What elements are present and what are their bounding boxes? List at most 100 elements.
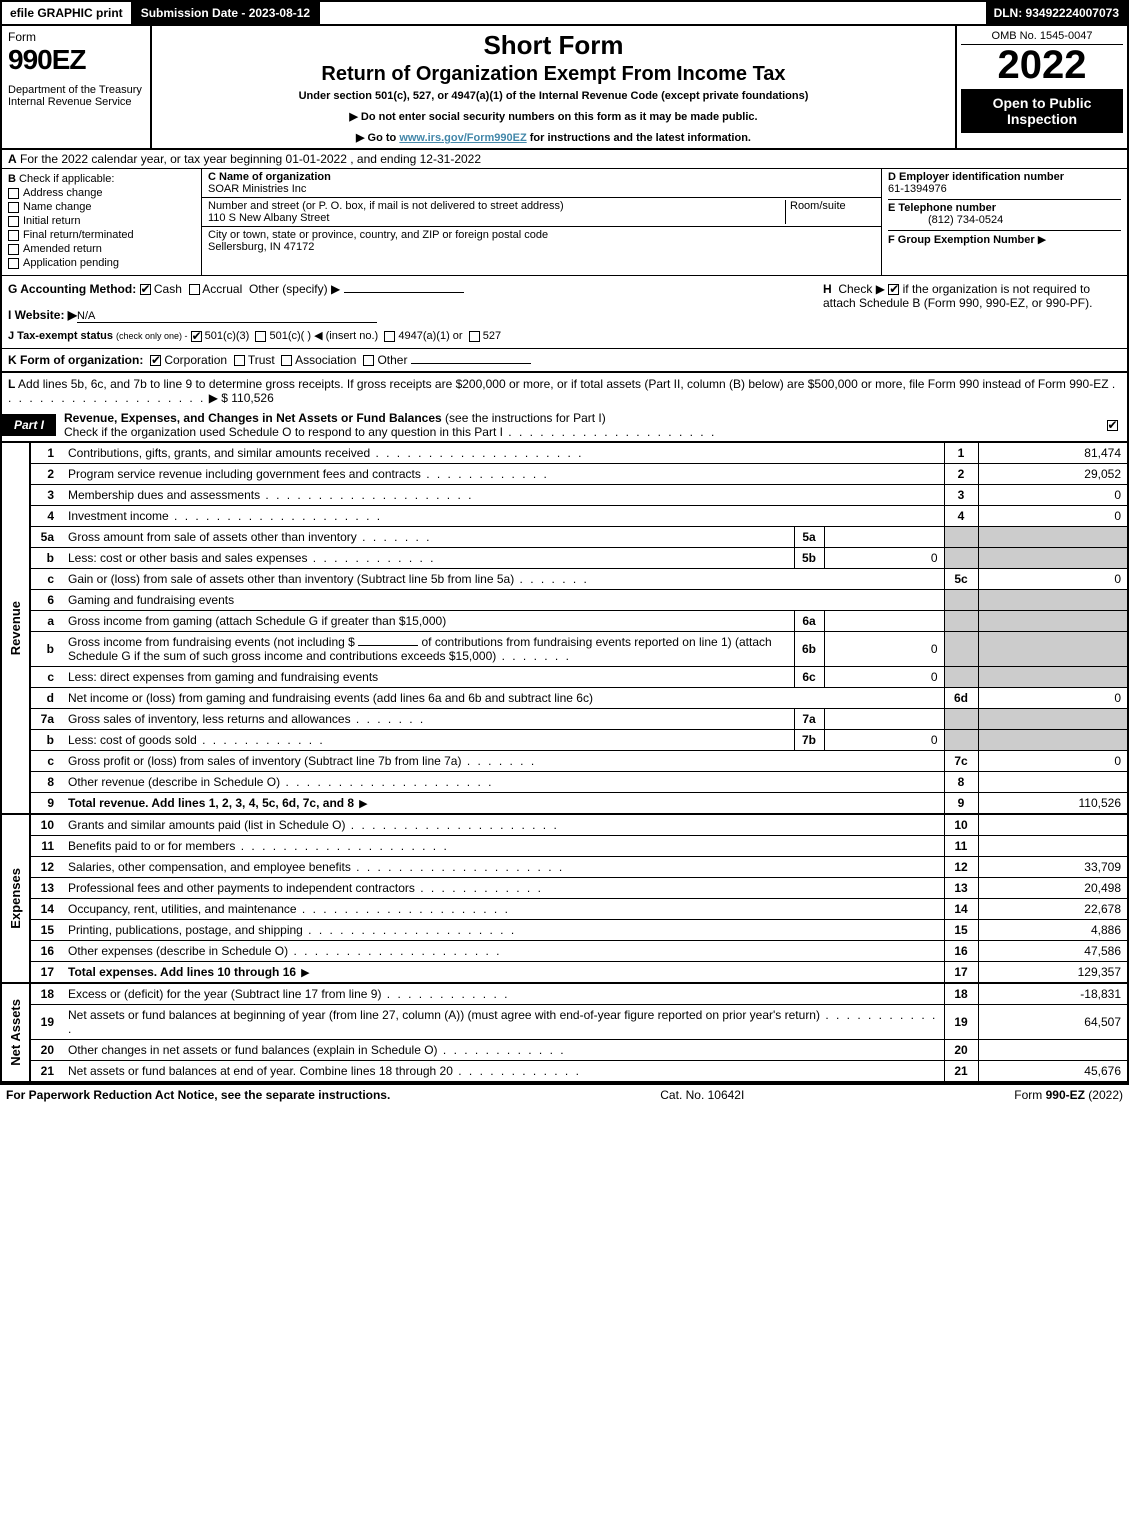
chk-application-pending[interactable] xyxy=(8,258,19,269)
r11-dots xyxy=(235,839,448,853)
chk-schedule-b[interactable] xyxy=(888,284,899,295)
k-label: K Form of organization: xyxy=(8,353,143,367)
lines-table: Revenue 1 Contributions, gifts, grants, … xyxy=(0,443,1129,1083)
r4-box: 4 xyxy=(944,506,978,527)
r19-amt: 64,507 xyxy=(978,1005,1128,1040)
section-bcd: B Check if applicable: Address change Na… xyxy=(0,169,1129,276)
row-3: 3 Membership dues and assessments 3 0 xyxy=(1,485,1128,506)
r8-amt xyxy=(978,772,1128,793)
chk-cash[interactable] xyxy=(140,284,151,295)
r6c-n: c xyxy=(30,667,62,688)
chk-schedule-o-part-i[interactable] xyxy=(1107,420,1118,431)
row-19: 19 Net assets or fund balances at beginn… xyxy=(1,1005,1128,1040)
r7a-inval xyxy=(824,709,944,730)
r6c-inval: 0 xyxy=(824,667,944,688)
r6b-inval: 0 xyxy=(824,632,944,667)
chk-accrual[interactable] xyxy=(189,284,200,295)
irs-label: Internal Revenue Service xyxy=(8,96,144,108)
subtitle: Return of Organization Exempt From Incom… xyxy=(160,63,947,86)
dept-treasury: Department of the Treasury xyxy=(8,84,144,96)
part-i-title-bold: Revenue, Expenses, and Changes in Net As… xyxy=(64,411,442,425)
r9-d: Total revenue. Add lines 1, 2, 3, 4, 5c,… xyxy=(68,796,354,810)
irs-link[interactable]: www.irs.gov/Form990EZ xyxy=(399,132,526,144)
r6-n: 6 xyxy=(30,590,62,611)
box-b-label: B xyxy=(8,173,16,185)
r5a-n: 5a xyxy=(30,527,62,548)
j-label: J Tax-exempt status xyxy=(8,330,113,342)
r21-box: 21 xyxy=(944,1061,978,1083)
j-sub: (check only one) - xyxy=(116,331,188,341)
r3-dots xyxy=(260,488,473,502)
r17-box: 17 xyxy=(944,962,978,984)
r5c-amt: 0 xyxy=(978,569,1128,590)
top-bar: efile GRAPHIC print Submission Date - 20… xyxy=(0,0,1129,26)
r4-d: Investment income xyxy=(68,509,169,523)
chk-name-change[interactable] xyxy=(8,202,19,213)
r7a-n: 7a xyxy=(30,709,62,730)
r18-d: Excess or (deficit) for the year (Subtra… xyxy=(68,987,381,1001)
room-label: Room/suite xyxy=(790,200,846,212)
g-label: G Accounting Method: xyxy=(8,282,136,296)
chk-amended-return[interactable] xyxy=(8,244,19,255)
r6d-box: 6d xyxy=(944,688,978,709)
r6d-amt: 0 xyxy=(978,688,1128,709)
section-gh: G Accounting Method: Cash Accrual Other … xyxy=(0,276,1129,349)
row-6b: b Gross income from fundraising events (… xyxy=(1,632,1128,667)
chk-4947a1[interactable] xyxy=(384,331,395,342)
row-5b: b Less: cost or other basis and sales ex… xyxy=(1,548,1128,569)
r5b-n: b xyxy=(30,548,62,569)
r12-n: 12 xyxy=(30,857,62,878)
chk-527[interactable] xyxy=(469,331,480,342)
chk-initial-return[interactable] xyxy=(8,216,19,227)
chk-501c3[interactable] xyxy=(191,331,202,342)
other-org-line xyxy=(411,363,531,364)
r7b-inval: 0 xyxy=(824,730,944,751)
tax-year: 2022 xyxy=(961,45,1123,85)
lbl-application-pending: Application pending xyxy=(23,257,119,269)
chk-association[interactable] xyxy=(281,355,292,366)
row-9: 9 Total revenue. Add lines 1, 2, 3, 4, 5… xyxy=(1,793,1128,815)
r12-box: 12 xyxy=(944,857,978,878)
side-revenue: Revenue xyxy=(8,601,23,655)
form-number: 990EZ xyxy=(8,44,144,76)
part-i-tab: Part I xyxy=(2,414,56,436)
r7b-in: 7b xyxy=(794,730,824,751)
part-i-title-sub: (see the instructions for Part I) xyxy=(445,411,606,425)
chk-trust[interactable] xyxy=(234,355,245,366)
chk-final-return[interactable] xyxy=(8,230,19,241)
form-word: Form xyxy=(8,30,144,44)
row-11: 11 Benefits paid to or for members 11 xyxy=(1,836,1128,857)
lbl-amended-return: Amended return xyxy=(23,243,102,255)
r12-d: Salaries, other compensation, and employ… xyxy=(68,860,351,874)
r13-dots xyxy=(415,881,543,895)
r5b-in: 5b xyxy=(794,548,824,569)
chk-corporation[interactable] xyxy=(150,355,161,366)
chk-501c[interactable] xyxy=(255,331,266,342)
r1-box: 1 xyxy=(944,443,978,464)
part-i-check-dots xyxy=(503,425,716,439)
col-h: H Check ▶ if the organization is not req… xyxy=(817,276,1127,348)
r2-amt: 29,052 xyxy=(978,464,1128,485)
r2-dots xyxy=(421,467,549,481)
lbl-final-return: Final return/terminated xyxy=(23,229,134,241)
street-label: Number and street (or P. O. box, if mail… xyxy=(208,200,564,212)
footer-center: Cat. No. 10642I xyxy=(390,1088,1014,1102)
l-label: L xyxy=(8,377,15,391)
r14-box: 14 xyxy=(944,899,978,920)
r15-d: Printing, publications, postage, and shi… xyxy=(68,923,303,937)
r13-box: 13 xyxy=(944,878,978,899)
title-short-form: Short Form xyxy=(160,30,947,61)
r10-amt xyxy=(978,814,1128,836)
lbl-address-change: Address change xyxy=(23,187,103,199)
row-2: 2 Program service revenue including gove… xyxy=(1,464,1128,485)
r15-n: 15 xyxy=(30,920,62,941)
r6a-d: Gross income from gaming (attach Schedul… xyxy=(62,611,794,632)
r18-n: 18 xyxy=(30,983,62,1005)
other-specify-line xyxy=(344,292,464,293)
chk-other-org[interactable] xyxy=(363,355,374,366)
r6c-amtshade xyxy=(978,667,1128,688)
row-4: 4 Investment income 4 0 xyxy=(1,506,1128,527)
r7b-n: b xyxy=(30,730,62,751)
chk-address-change[interactable] xyxy=(8,188,19,199)
open-public-badge: Open to Public Inspection xyxy=(961,89,1123,133)
